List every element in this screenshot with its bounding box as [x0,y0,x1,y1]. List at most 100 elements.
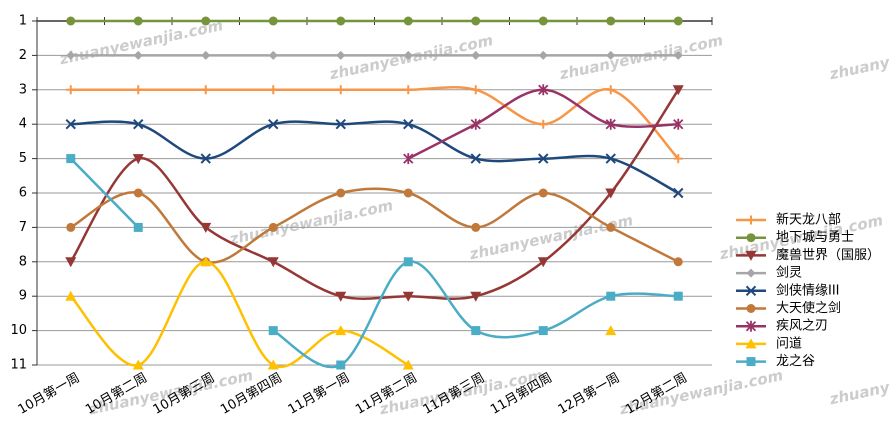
x-tick-label: 12月第一周 [556,371,623,418]
marker [538,326,548,336]
marker [745,320,757,332]
marker [66,50,76,60]
marker [672,85,684,96]
marker [66,222,76,232]
marker [746,304,756,313]
marker [402,359,414,370]
marker [471,16,481,26]
marker [673,257,683,267]
marker [268,222,278,232]
legend-label: 问道 [776,336,802,351]
marker [403,50,413,60]
marker [538,153,549,164]
marker [605,118,616,130]
marker [336,50,346,60]
marker [673,118,684,130]
legend-label: 魔兽世界（国服） [776,248,880,263]
marker [133,50,143,60]
marker [538,119,548,129]
marker [132,154,144,165]
y-tick-label: 8 [19,254,27,269]
marker [200,256,212,267]
marker [267,359,279,370]
marker [268,50,278,60]
series-line [69,89,680,300]
y-tick-label: 7 [19,220,27,235]
y-tick-label: 4 [19,117,27,132]
marker [336,360,346,370]
marker [745,338,757,349]
marker [605,188,617,199]
marker [746,215,756,225]
marker [606,16,616,26]
marker [268,118,279,130]
marker [538,16,548,26]
marker [133,118,144,130]
marker [673,187,684,199]
marker [66,154,76,164]
marker [470,118,481,130]
marker [471,50,481,60]
y-tick-label: 10 [10,323,27,338]
legend-label: 大天使之剑 [776,300,841,316]
marker [403,118,414,130]
marker [201,50,211,60]
marker [65,290,77,301]
series-line [70,86,680,160]
marker [538,188,548,198]
marker [403,16,413,26]
marker [267,257,279,268]
marker [336,188,346,198]
x-tick-label: 10月第一周 [16,371,83,418]
marker [606,222,616,232]
marker [606,50,616,60]
marker [746,268,756,278]
marker [403,188,413,198]
marker [403,153,414,165]
marker [471,326,481,336]
y-tick-label: 6 [19,186,27,201]
marker [66,85,76,95]
marker [606,291,616,301]
marker [673,154,683,164]
legend-label: 新天龙八部 [776,212,841,228]
marker [403,257,413,267]
marker [673,291,683,301]
marker [606,85,616,95]
marker [200,222,212,233]
marker [471,85,481,95]
legend-label: 剑侠情缘III [776,282,840,298]
marker [673,16,683,26]
series-line [70,120,679,195]
marker [746,233,756,243]
marker [133,16,143,26]
y-tick-label: 2 [19,48,27,63]
marker [403,85,413,95]
y-tick-label: 11 [10,358,27,373]
marker [745,285,757,297]
marker [336,16,346,26]
marker [605,325,617,336]
legend-label: 疾风之刃 [776,319,828,334]
marker [65,257,77,268]
y-tick-label: 1 [19,14,27,29]
watermark: zhuanyewanjia.com [827,31,890,83]
marker [133,188,143,198]
series-line [70,187,679,264]
marker [538,84,549,96]
series-line [71,262,611,367]
watermark: zhuanyewanjia.com [827,356,890,408]
y-tick-label: 3 [19,82,27,97]
marker [268,16,278,26]
marker [133,222,143,232]
marker [65,118,76,130]
marker [335,118,346,130]
marker [673,50,683,60]
marker [470,291,482,302]
y-tick-label: 5 [19,151,27,166]
marker [201,85,211,95]
marker [201,16,211,26]
marker [132,359,144,370]
marker [66,16,76,26]
